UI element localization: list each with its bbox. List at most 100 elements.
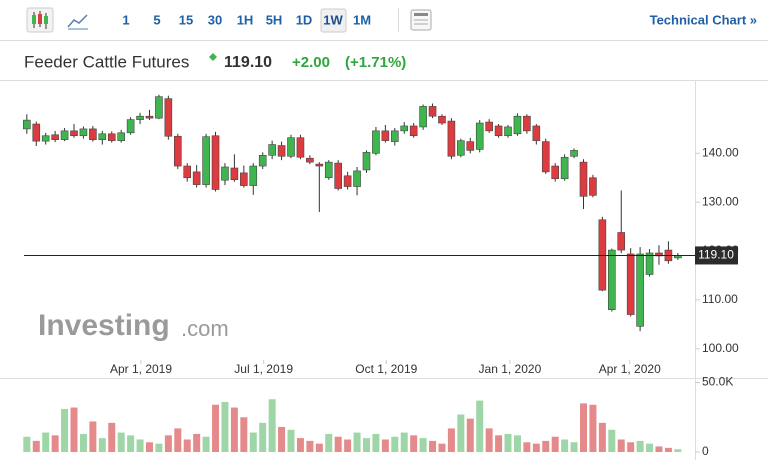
volume-bar [646, 443, 654, 452]
volume-bar [674, 449, 682, 452]
volume-bar [287, 429, 295, 452]
volume-bar [212, 404, 220, 452]
candle-body [173, 135, 182, 167]
interval-button[interactable]: 1H [237, 12, 254, 27]
candle-body [70, 130, 78, 137]
settings-icon[interactable] [410, 9, 432, 31]
volume-bar [127, 435, 135, 452]
x-tick-label: Oct 1, 2019 [355, 362, 417, 376]
candle-body [466, 141, 475, 151]
candle-icon[interactable] [26, 7, 54, 33]
candle-body [183, 165, 192, 179]
volume-bar [89, 421, 97, 452]
candle-body [475, 122, 484, 150]
candle-body [164, 98, 173, 137]
candle-body [315, 163, 324, 167]
interval-button[interactable]: 5H [266, 12, 283, 27]
volume-bar [598, 422, 606, 452]
candle-body [296, 137, 305, 158]
icon-body [44, 16, 48, 24]
candle-body [570, 150, 578, 157]
volume-bar [32, 440, 40, 452]
candle-body [192, 171, 201, 185]
last-price: 119.10 [224, 54, 272, 71]
interval-button[interactable]: 30 [208, 12, 222, 27]
volume-bar [504, 433, 512, 452]
interval-button[interactable]: 5 [153, 12, 160, 27]
candle-body [79, 128, 88, 137]
volume-bar [193, 433, 201, 452]
watermark: Investing .com [38, 309, 229, 342]
candle-body [372, 130, 380, 154]
interval-button[interactable]: 1 [122, 12, 129, 27]
current-price-box [695, 246, 738, 265]
candle-body [268, 144, 276, 156]
volume-bar [174, 428, 182, 452]
candle-body [353, 170, 361, 187]
interval-button[interactable]: 1D [296, 12, 313, 27]
watermark-suffix: .com [181, 316, 229, 341]
candle-body [277, 145, 286, 157]
candle-body [23, 119, 31, 130]
volume-bar [589, 404, 597, 452]
candle-body [249, 165, 258, 186]
volume-bar [381, 439, 389, 452]
candle-body [89, 128, 97, 140]
candle-body [145, 115, 154, 119]
candle-body [343, 175, 352, 187]
interval-button[interactable]: 1W [323, 12, 343, 27]
candle-body [428, 106, 437, 117]
y-tick-label: 140.00 [702, 146, 739, 160]
candle-body [287, 137, 295, 157]
candle-body [504, 126, 512, 137]
y-tick-label: 100.00 [702, 341, 739, 355]
technical-chart-link[interactable]: Technical Chart » [650, 12, 757, 27]
candle-body [362, 152, 371, 171]
volume-bar [164, 435, 172, 452]
interval-button[interactable]: 1M [353, 12, 371, 27]
candle-body [541, 141, 550, 173]
candle-body [221, 166, 229, 181]
volume-bar [325, 433, 333, 452]
volume-bar [202, 436, 210, 452]
volume-bar [353, 432, 361, 452]
candle-body [126, 119, 135, 134]
icon-line[interactable] [67, 14, 88, 28]
volume-bar [419, 438, 427, 452]
y-tick-label: 130.00 [702, 194, 739, 208]
candle-body [240, 172, 248, 186]
candle-body [155, 96, 163, 119]
volume-bar [221, 402, 229, 452]
candle-body [107, 133, 116, 141]
volume-bar [136, 439, 144, 452]
volume-bar [23, 436, 31, 452]
interval-button[interactable]: 15 [179, 12, 193, 27]
candle-body [334, 162, 342, 189]
line-icon[interactable] [67, 14, 88, 30]
candle-body [485, 121, 493, 132]
x-tick-label: Jul 1, 2019 [234, 362, 293, 376]
candle-body [98, 133, 107, 140]
volume-bar [296, 438, 304, 452]
volume-bar [278, 427, 286, 452]
candle-body [636, 253, 644, 327]
x-tick-label: Apr 1, 2019 [110, 362, 172, 376]
volume-bar [485, 428, 493, 452]
x-tick-label: Apr 1, 2020 [599, 362, 661, 376]
selected-interval-box [320, 8, 347, 33]
candle-body [560, 156, 569, 180]
volume-bar [344, 439, 352, 452]
candle-body [551, 165, 559, 180]
volume-bar [249, 432, 257, 452]
candle-body [230, 167, 239, 181]
volume-bar [608, 429, 616, 452]
candle-body [513, 115, 522, 135]
candle-body [645, 252, 654, 275]
candle-body [626, 253, 635, 315]
candle-body [457, 140, 465, 156]
candle-body [41, 135, 50, 142]
volume-bar [391, 436, 399, 452]
volume-bar [372, 433, 380, 452]
